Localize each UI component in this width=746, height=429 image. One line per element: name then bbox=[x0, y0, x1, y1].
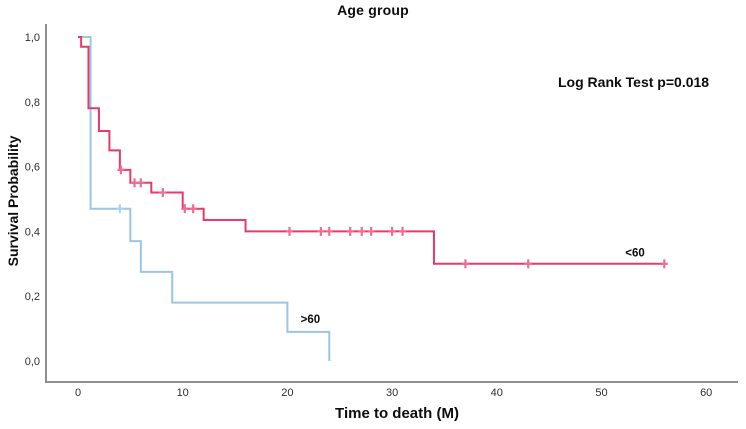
y-tick-label: 0,8 bbox=[25, 97, 40, 109]
survival-curve-under60 bbox=[78, 36, 665, 265]
x-tick-label: 30 bbox=[386, 387, 398, 399]
x-tick-label: 60 bbox=[700, 387, 712, 399]
x-tick-label: 20 bbox=[281, 387, 293, 399]
curve-label-over60: >60 bbox=[301, 314, 321, 326]
y-tick-label: 1,0 bbox=[25, 32, 40, 44]
x-tick-label: 0 bbox=[75, 387, 81, 399]
y-tick-label: 0,0 bbox=[25, 356, 40, 368]
curve-label-under60: <60 bbox=[625, 247, 645, 259]
y-tick-label: 0,6 bbox=[25, 162, 40, 174]
y-tick-label: 0,2 bbox=[25, 291, 40, 303]
x-tick-label: 40 bbox=[491, 387, 503, 399]
x-axis-title: Time to death (M) bbox=[335, 405, 459, 422]
chart-title: Age group bbox=[337, 2, 409, 18]
x-tick-label: 10 bbox=[177, 387, 189, 399]
survival-curve-over60 bbox=[78, 36, 331, 361]
x-tick-label: 50 bbox=[595, 387, 607, 399]
y-tick-label: 0,4 bbox=[25, 226, 40, 238]
log-rank-annotation: Log Rank Test p=0.018 bbox=[558, 74, 710, 90]
